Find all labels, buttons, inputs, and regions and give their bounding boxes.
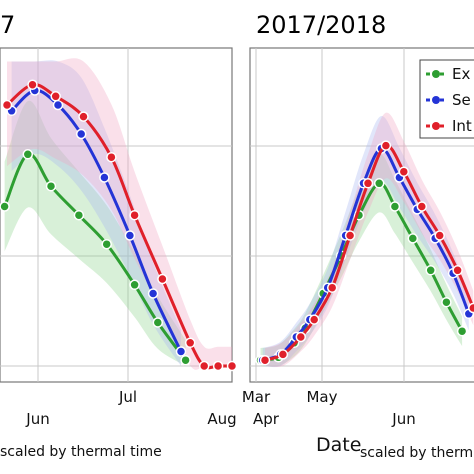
left-panel xyxy=(0,47,233,383)
data-point-inter xyxy=(1,99,13,111)
data-point-early xyxy=(389,201,401,212)
left-panel-title: 7 xyxy=(0,11,15,39)
band-early xyxy=(260,154,463,367)
data-point-inter xyxy=(212,360,224,372)
data-point-semi xyxy=(175,346,187,357)
data-point-inter xyxy=(157,273,168,285)
data-point-inter xyxy=(226,360,238,372)
right-xlabel-sub: scaled by thermal time xyxy=(360,445,474,461)
left-plot-frame xyxy=(0,47,233,383)
data-point-early xyxy=(441,296,452,308)
right-xtick-mar: Mar xyxy=(242,388,271,406)
left-xtick-aug: Aug xyxy=(207,410,236,428)
data-point-inter xyxy=(308,314,320,325)
legend-dot-early xyxy=(432,70,440,78)
data-point-inter xyxy=(416,201,428,212)
right-panel-title: 2017/2018 xyxy=(256,11,386,39)
data-point-semi xyxy=(52,99,64,111)
data-point-inter xyxy=(259,354,271,366)
band-semi xyxy=(262,115,469,368)
data-point-inter xyxy=(362,178,374,189)
data-point-inter xyxy=(380,140,392,151)
data-point-early xyxy=(45,180,57,192)
left-xtick-jun: Jun xyxy=(25,410,49,428)
data-point-semi xyxy=(147,288,159,299)
data-point-inter xyxy=(78,111,89,122)
data-point-inter xyxy=(184,337,196,349)
data-point-early xyxy=(180,354,191,366)
data-point-inter xyxy=(295,331,307,343)
legend: Ex Se Int xyxy=(419,59,474,139)
right-xtick-apr: Apr xyxy=(253,410,280,428)
data-point-semi xyxy=(75,128,87,140)
data-point-inter xyxy=(27,79,38,90)
data-point-semi xyxy=(124,230,136,241)
data-point-inter xyxy=(198,360,210,372)
data-point-inter xyxy=(344,230,356,241)
left-series-layer xyxy=(0,58,238,372)
data-point-early xyxy=(101,238,112,250)
data-point-early xyxy=(373,178,385,189)
data-point-early xyxy=(425,265,436,276)
data-point-early xyxy=(73,209,85,221)
data-point-early xyxy=(152,317,164,328)
right-xtick-jun: Jun xyxy=(391,410,415,428)
legend-dot-inter xyxy=(432,122,440,130)
right-xlabel-main: Date xyxy=(316,434,361,456)
data-point-inter xyxy=(452,265,463,276)
left-xlabel-sub: scaled by thermal time xyxy=(0,444,162,460)
data-point-early xyxy=(0,201,10,212)
legend-dot-semi xyxy=(432,96,440,104)
data-point-early xyxy=(456,325,468,337)
data-point-inter xyxy=(129,209,140,221)
data-point-inter xyxy=(434,230,445,241)
data-point-inter xyxy=(277,349,289,360)
data-point-inter xyxy=(398,166,410,177)
data-point-early xyxy=(22,149,34,160)
data-point-inter xyxy=(326,282,338,293)
data-point-inter xyxy=(106,151,117,163)
right-series-layer xyxy=(255,112,474,368)
legend-label-inter: Int xyxy=(452,117,472,135)
left-xtick-jul: Jul xyxy=(118,388,137,406)
data-point-semi xyxy=(99,172,110,183)
data-point-early xyxy=(129,279,140,291)
legend-label-semi: Se xyxy=(452,91,471,109)
legend-label-early: Ex xyxy=(452,65,470,83)
data-point-inter xyxy=(468,302,474,314)
data-point-early xyxy=(407,233,419,244)
right-xtick-may: May xyxy=(306,388,337,406)
data-point-inter xyxy=(50,91,61,102)
